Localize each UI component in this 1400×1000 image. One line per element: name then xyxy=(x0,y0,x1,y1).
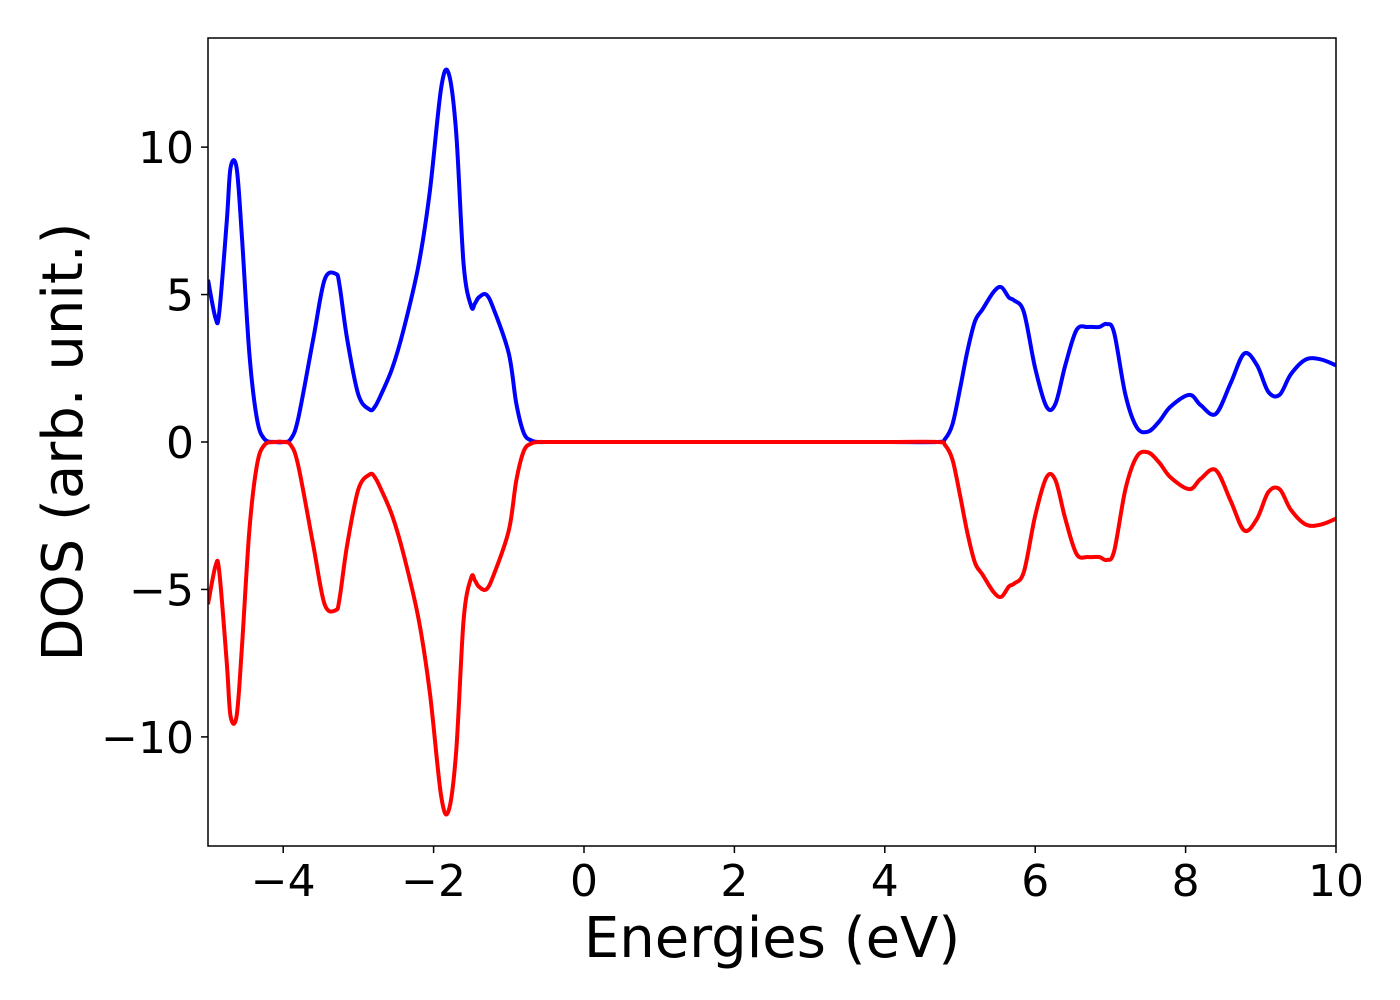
x-tick-label: 4 xyxy=(871,856,899,907)
y-tick-label: −5 xyxy=(129,565,194,616)
series-line-2 xyxy=(208,439,1336,817)
series-line-1 xyxy=(208,67,1336,445)
x-tick-label: 6 xyxy=(1021,856,1049,907)
x-tick-label: 10 xyxy=(1308,856,1364,907)
x-axis: −4 −2 0 2 4 6 8 10 xyxy=(251,846,1364,907)
y-tick-label: 0 xyxy=(166,418,194,469)
y-axis-label: DOS (arb. unit.) xyxy=(31,222,96,661)
x-tick-label: 8 xyxy=(1172,856,1200,907)
y-tick-label: 5 xyxy=(166,271,194,322)
x-axis-label: Energies (eV) xyxy=(584,906,960,971)
plot-lines xyxy=(208,67,1336,817)
x-tick-label: 0 xyxy=(570,856,598,907)
y-tick-label: 10 xyxy=(138,123,194,174)
y-tick-label: −10 xyxy=(101,713,194,764)
x-tick-label: −4 xyxy=(251,856,316,907)
y-axis: −10 −5 0 5 10 xyxy=(101,123,208,764)
x-tick-label: −2 xyxy=(401,856,466,907)
x-tick-label: 2 xyxy=(720,856,748,907)
